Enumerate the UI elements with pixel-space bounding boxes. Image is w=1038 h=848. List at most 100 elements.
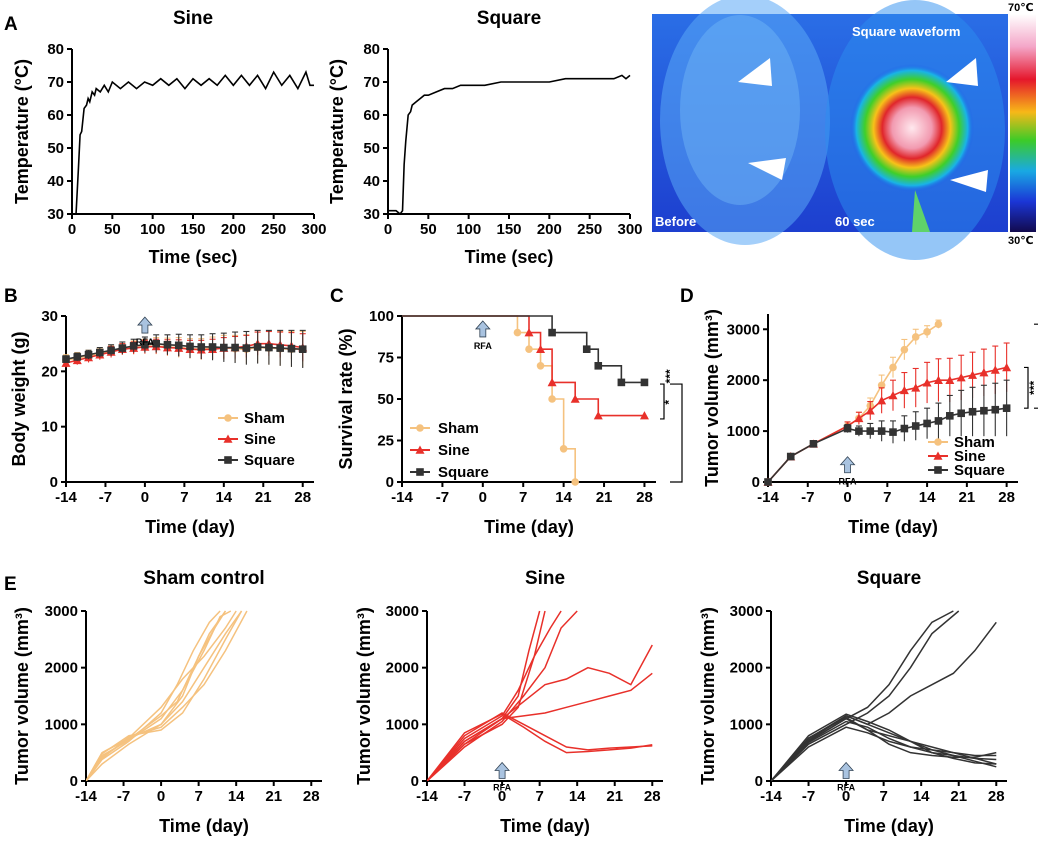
chart-a-sine: Sine 30 40 50 60 70 80 0 50 100 150 200 250 300 Time (… <box>12 8 327 267</box>
data-point <box>889 363 897 372</box>
y-axis-label: Tumor volume (mm³) <box>702 309 722 487</box>
x-tick-label: 28 <box>303 788 320 805</box>
data-point <box>84 350 93 359</box>
y-tick-label: 30 <box>363 206 380 223</box>
x-tick-label: -7 <box>436 489 449 506</box>
legend-label-sham: Sham <box>954 434 995 451</box>
series-line <box>65 342 303 360</box>
data-point <box>889 428 897 436</box>
y-axis-label: Tumor volume (mm³) <box>698 607 718 785</box>
rfa-arrow <box>137 316 153 334</box>
rfa-label: RFA <box>474 341 493 351</box>
thermal-after-tail <box>912 190 930 232</box>
data-point <box>979 368 989 377</box>
individual-curve <box>86 610 227 781</box>
x-tick-label: 0 <box>157 788 165 805</box>
rfa-label: RFA <box>837 783 856 793</box>
x-tick-label: -14 <box>760 788 782 805</box>
thermal-after-label: 60 sec <box>835 214 875 229</box>
data-point <box>934 417 943 425</box>
y-tick-label: 2000 <box>730 660 763 677</box>
data-point <box>957 409 965 418</box>
data-point <box>980 406 988 415</box>
chart-title: Sine <box>173 8 213 29</box>
legend-label-sine: Sine <box>244 431 276 448</box>
data-point <box>548 395 556 403</box>
series-square <box>764 379 1011 486</box>
x-tick-label: 21 <box>596 489 613 506</box>
data-point <box>956 373 966 382</box>
y-axis-label: Temperature (°C) <box>327 59 347 204</box>
data-point <box>242 344 251 352</box>
data-point <box>1002 362 1012 372</box>
legend-label-sham: Sham <box>438 420 479 437</box>
x-tick-label: 28 <box>294 489 311 506</box>
data-point <box>96 348 104 357</box>
y-axis-label: Body weight (g) <box>9 332 29 467</box>
x-tick-label: 300 <box>617 221 642 238</box>
y-tick-label: 0 <box>752 474 760 491</box>
y-tick-label: 40 <box>363 173 380 190</box>
individual-curve <box>427 672 653 781</box>
x-tick-label: 150 <box>496 221 521 238</box>
rfa-arrow <box>494 761 510 779</box>
individual-curve <box>427 644 653 781</box>
chart-title: Square <box>477 8 541 29</box>
thermal-image: Before 60 sec Square waveform 70℃ 30℃ <box>652 0 1036 260</box>
data-point <box>764 478 772 486</box>
y-axis-label: Tumor volume (mm³) <box>354 607 374 785</box>
x-tick-label: -14 <box>75 788 97 805</box>
x-tick-label: -7 <box>802 788 815 805</box>
panel-label-e: E <box>4 574 17 595</box>
data-point <box>231 343 239 352</box>
legend-marker <box>224 456 232 464</box>
y-tick-label: 0 <box>70 773 78 790</box>
y-tick-label: 2000 <box>45 660 78 677</box>
individual-curve <box>427 713 653 781</box>
x-tick-label: -14 <box>55 489 77 506</box>
x-tick-label: 7 <box>883 489 891 506</box>
x-tick-label: 14 <box>913 788 930 805</box>
y-tick-label: 0 <box>755 773 763 790</box>
y-tick-label: 0 <box>50 474 58 491</box>
y-tick-label: 50 <box>363 140 380 157</box>
individual-curves <box>427 610 653 781</box>
x-axis-label: Time (day) <box>484 517 574 537</box>
y-tick-label: 60 <box>47 107 64 124</box>
data-point <box>570 394 580 403</box>
x-tick-label: 21 <box>265 788 282 805</box>
y-axis-label: Survival rate (%) <box>336 328 356 469</box>
x-tick-label: 14 <box>555 489 572 506</box>
x-tick-label: 250 <box>261 221 286 238</box>
sig-label-2: *** <box>663 369 677 383</box>
y-tick-label: 30 <box>41 308 58 325</box>
sig-bracket-1 <box>660 383 665 420</box>
x-tick-label: 7 <box>194 788 202 805</box>
legend-marker <box>934 466 942 474</box>
data-point <box>265 343 273 352</box>
data-point <box>991 405 1000 414</box>
data-point <box>866 427 875 435</box>
sig-bracket-1 <box>1024 366 1029 409</box>
y-tick-label: 20 <box>41 363 58 380</box>
y-tick-label: 3000 <box>730 603 763 620</box>
x-tick-label: 0 <box>384 221 392 238</box>
x-tick-label: 28 <box>636 489 653 506</box>
sig-label-1: * <box>662 400 676 405</box>
rfa-label: RFA <box>839 477 858 487</box>
x-tick-label: 0 <box>479 489 487 506</box>
y-tick-label: 100 <box>369 308 394 325</box>
x-tick-label: 14 <box>569 788 586 805</box>
data-point <box>118 344 127 352</box>
x-tick-label: 0 <box>498 788 506 805</box>
thermal-before-label: Before <box>655 214 696 229</box>
thermal-scale-min: 30℃ <box>1008 235 1034 247</box>
series-line-temperature <box>72 69 314 215</box>
series-square <box>62 329 307 369</box>
data-point <box>911 333 920 341</box>
thermal-color-scale <box>1010 14 1036 232</box>
arrowhead-1 <box>738 58 772 86</box>
data-point <box>547 377 557 387</box>
x-tick-label: -14 <box>391 489 413 506</box>
data-point <box>548 328 556 337</box>
